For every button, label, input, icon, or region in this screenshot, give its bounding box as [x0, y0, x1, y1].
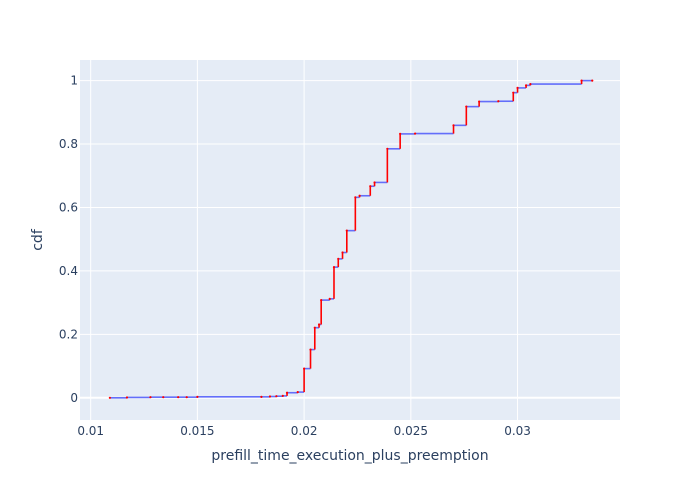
x-axis-title: prefill_time_execution_plus_preemption — [211, 448, 488, 464]
data-series — [108, 79, 594, 399]
cdf-point — [386, 147, 389, 150]
y-tick-label: 0.8 — [59, 137, 78, 151]
x-tick-label: 0.015 — [180, 424, 214, 438]
x-tick-label: 0.02 — [291, 424, 318, 438]
cdf-point — [512, 91, 515, 94]
x-tick-label: 0.01 — [77, 424, 104, 438]
cdf-point — [320, 299, 323, 302]
cdf-point — [337, 257, 340, 260]
y-tick-label: 1 — [70, 74, 78, 88]
cdf-point — [296, 390, 299, 394]
cdf-point — [196, 395, 199, 398]
cdf-point — [108, 396, 111, 399]
cdf-point — [281, 394, 284, 397]
cdf-point — [591, 79, 594, 82]
cdf-point — [149, 396, 152, 399]
y-axis-title: cdf — [30, 228, 46, 251]
y-tick-label: 0 — [70, 391, 78, 405]
y-axis-ticks: 0 0.2 0.4 0.6 0.8 1 — [59, 74, 78, 405]
x-tick-label: 0.03 — [504, 424, 531, 438]
cdf-point — [260, 395, 263, 398]
cdf-point — [529, 83, 532, 86]
cdf-point — [399, 132, 402, 136]
y-tick-label: 0.2 — [59, 327, 78, 341]
cdf-point — [341, 251, 344, 254]
cdf-point — [580, 79, 583, 82]
cdf-point — [328, 297, 331, 300]
cdf-point — [373, 181, 376, 184]
cdf-point — [332, 266, 336, 269]
cdf-point — [162, 396, 165, 399]
cdf-point — [465, 105, 468, 108]
y-tick-label: 0.6 — [59, 200, 78, 214]
x-tick-label: 0.025 — [394, 424, 428, 438]
cdf-point — [524, 84, 528, 87]
cdf-point — [345, 229, 348, 232]
cdf-point — [313, 326, 316, 329]
cdf-point — [185, 396, 188, 399]
x-axis-ticks: 0.01 0.015 0.02 0.025 0.03 — [77, 424, 531, 438]
cdf-point — [358, 194, 361, 197]
cdf-point — [317, 323, 321, 326]
cdf-point — [125, 396, 129, 399]
cdf-point — [303, 367, 306, 370]
cdf-point — [413, 132, 417, 135]
cdf-point — [275, 395, 278, 398]
cdf-point — [354, 196, 357, 199]
plot-area — [80, 60, 620, 420]
cdf-point — [516, 86, 519, 90]
cdf-point — [478, 100, 481, 103]
cdf-point — [268, 395, 272, 398]
cdf-point — [309, 348, 312, 351]
y-tick-label: 0.4 — [59, 264, 78, 278]
cdf-point — [369, 185, 372, 188]
cdf-point — [285, 391, 289, 394]
cdf-point — [177, 396, 180, 399]
cdf-point — [497, 100, 500, 103]
cdf-point — [452, 124, 455, 127]
